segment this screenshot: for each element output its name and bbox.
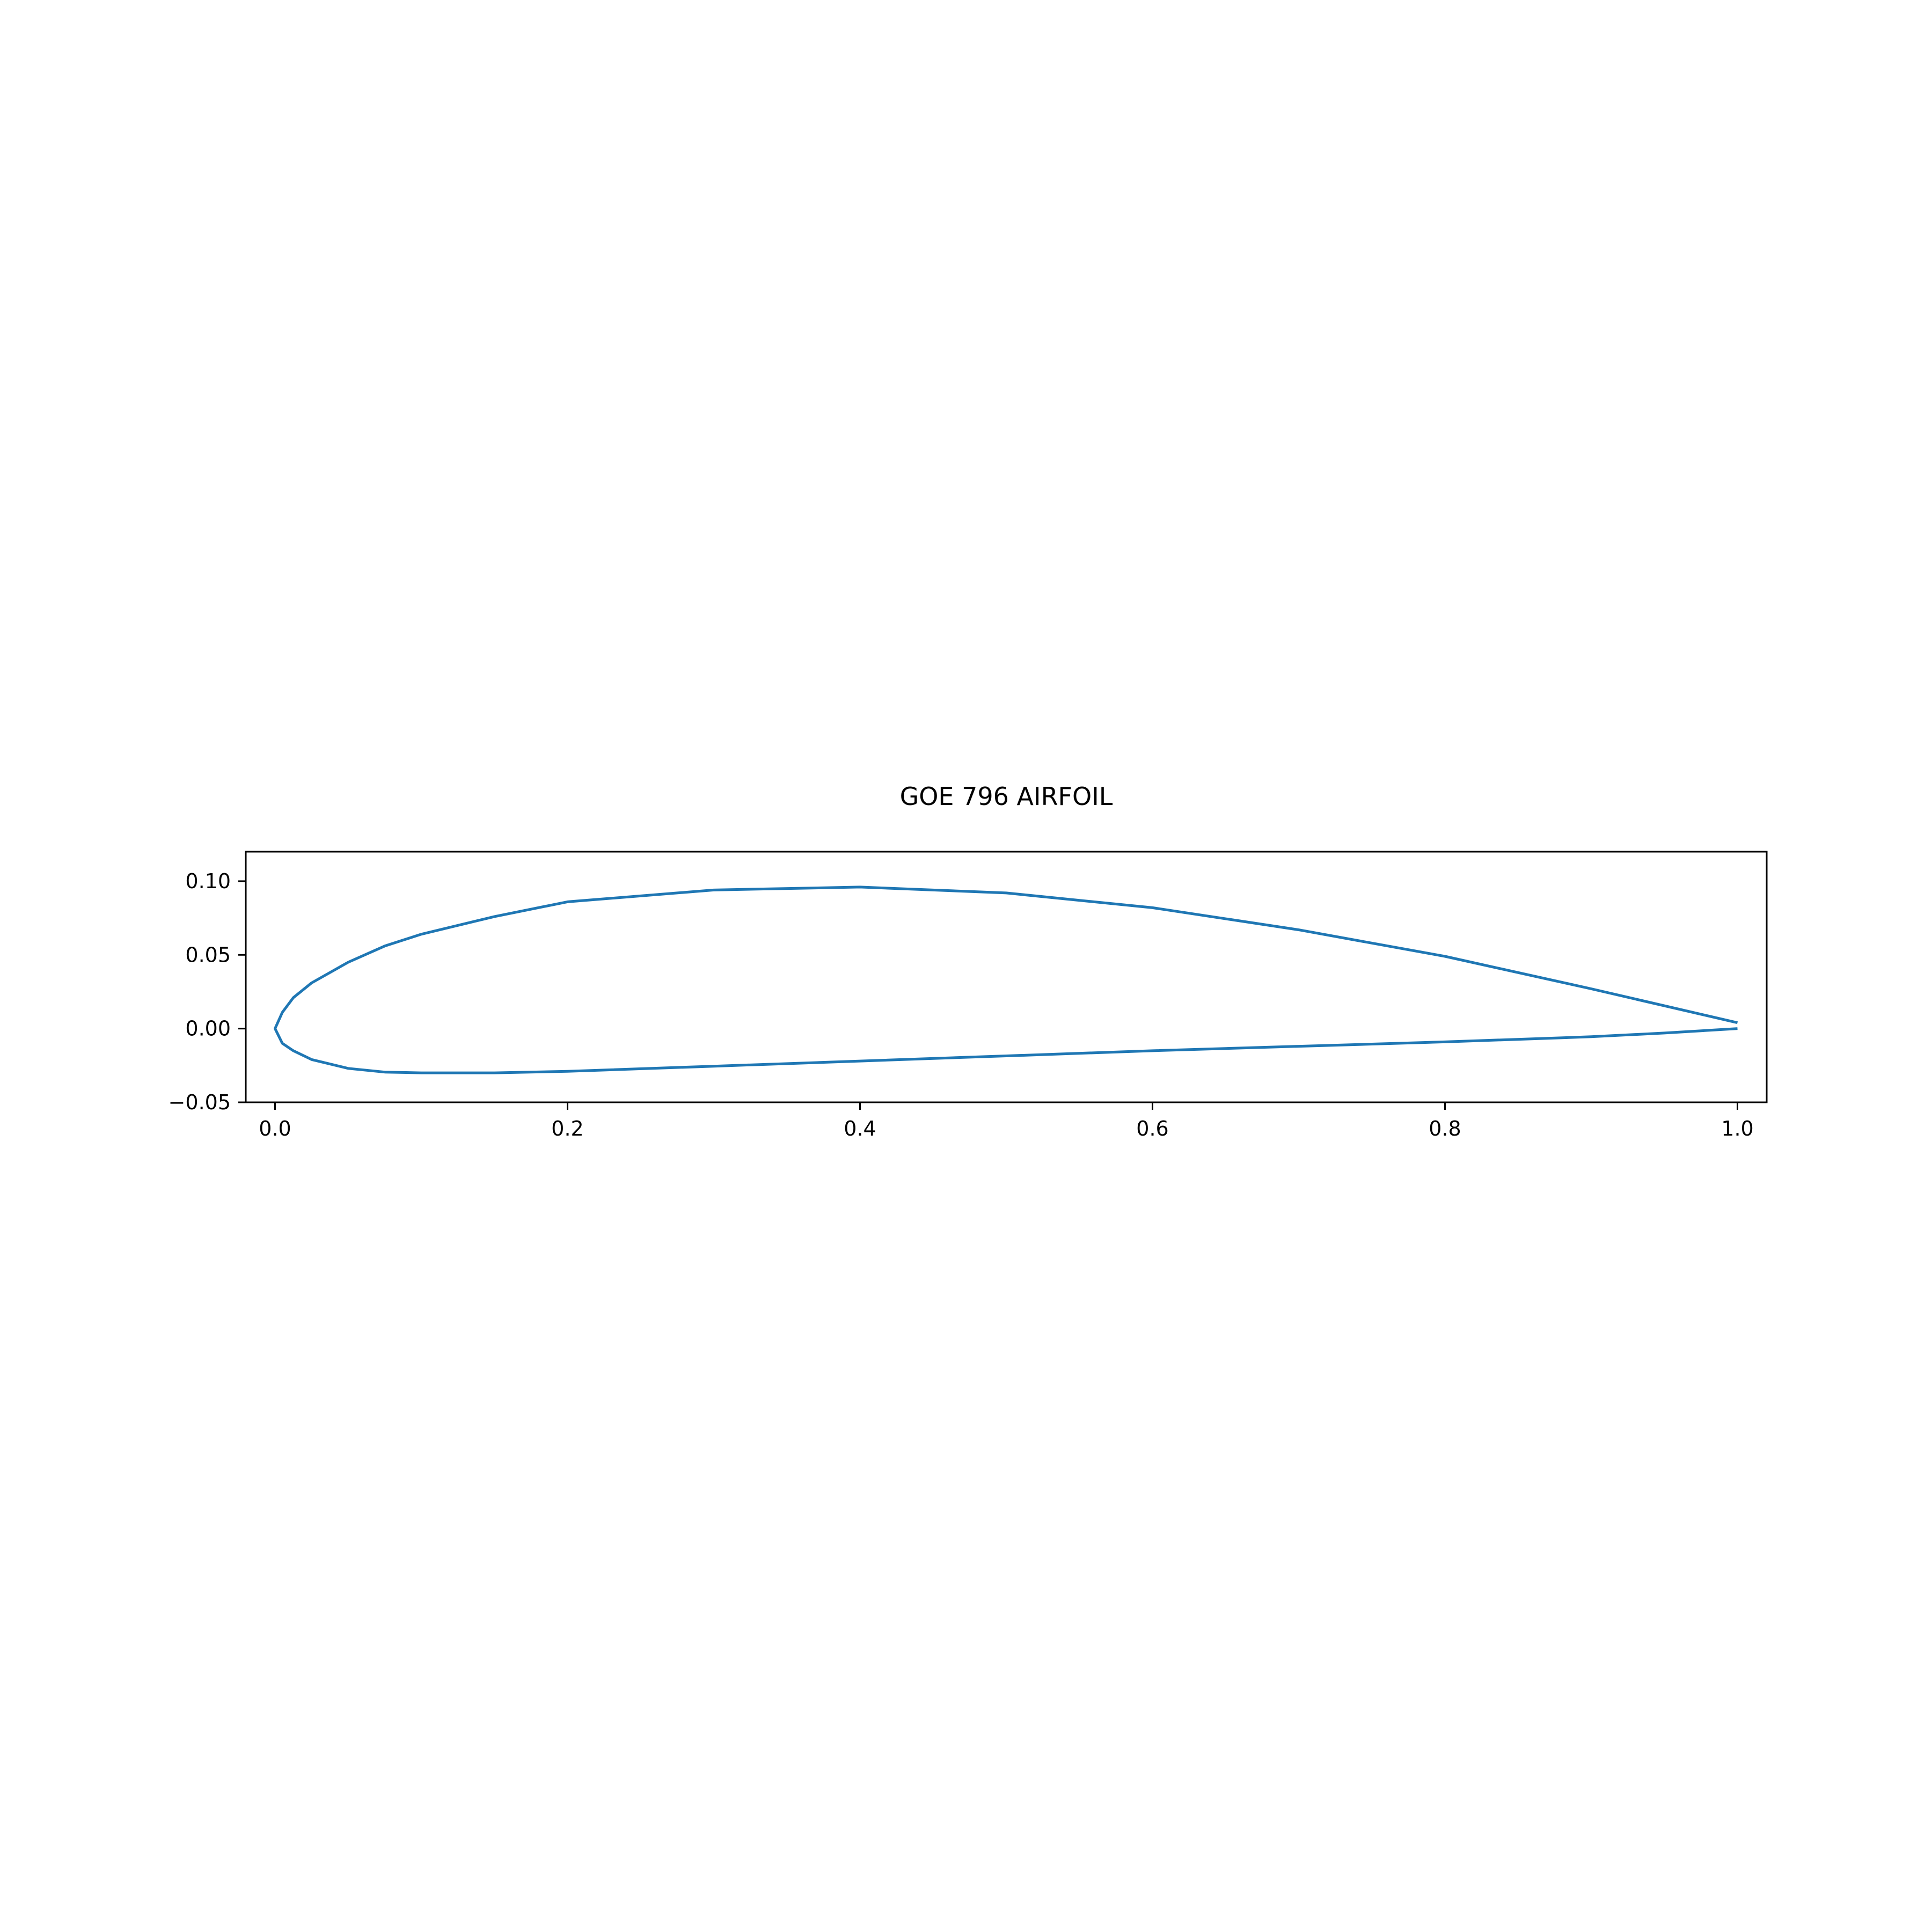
x-tick-label: 0.8 [1429,1117,1461,1140]
plot-area [274,885,1738,1074]
x-tick-label: 0.4 [844,1117,876,1140]
x-tick-label: 0.6 [1136,1117,1168,1140]
airfoil-series-line [274,885,1738,1074]
x-tick-label: 0.0 [259,1117,291,1140]
y-tick-label: 0.10 [185,869,231,893]
x-tick-label: 1.0 [1721,1117,1753,1140]
y-tick-label: 0.05 [185,943,231,967]
y-tick-label: −0.05 [169,1091,231,1114]
y-tick-label: 0.00 [185,1017,231,1041]
chart-title: GOE 796 AIRFOIL [900,782,1113,811]
axes-frame [245,851,1768,1103]
x-tick-label: 0.2 [551,1117,583,1140]
y-axis: −0.05 0.00 0.05 0.10 [169,869,246,1114]
x-axis: 0.0 0.2 0.4 0.6 0.8 1.0 [259,1102,1754,1140]
